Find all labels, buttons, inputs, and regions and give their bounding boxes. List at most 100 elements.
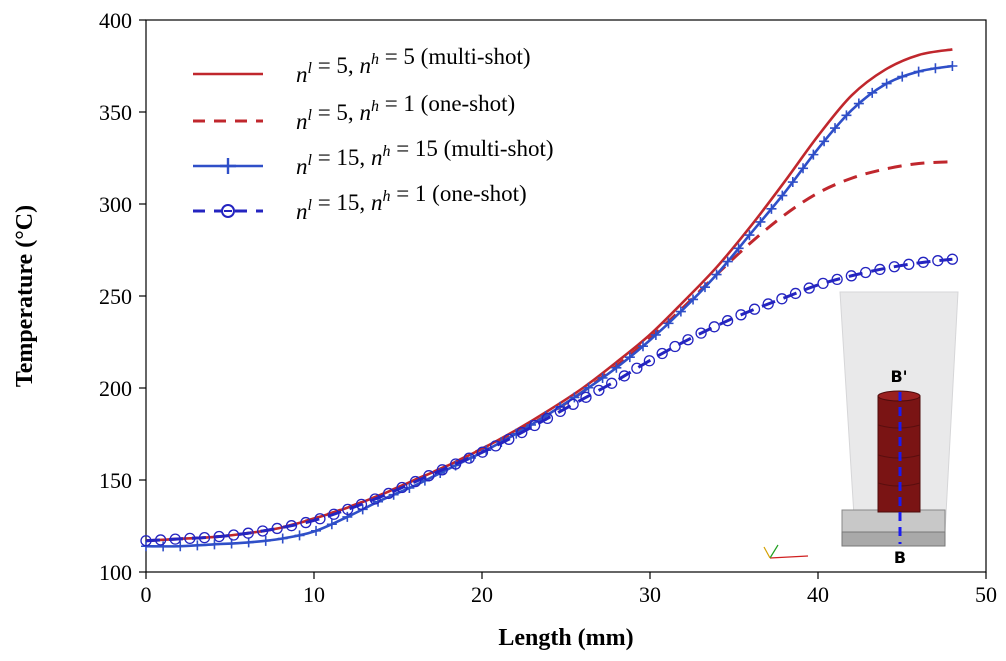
series-4-marker: [721, 315, 734, 327]
series-4-marker: [762, 298, 774, 310]
series-4-marker: [656, 347, 668, 360]
series-line-2: [145, 160, 953, 543]
inset-label-bottom: B: [894, 548, 906, 567]
series-4-marker: [606, 377, 618, 389]
series-4-marker: [803, 282, 815, 294]
series-4-marker: [874, 263, 886, 276]
series-3-marker: [841, 110, 852, 121]
series-4-marker: [476, 446, 489, 458]
inset-base-top: [841, 509, 946, 533]
y-tick-label: 100: [99, 560, 132, 585]
series-3-marker: [342, 511, 353, 522]
series-4-marker: [436, 464, 448, 476]
series-4-marker: [396, 481, 408, 494]
legend: nl = 5, nh = 5 (multi-shot)nl = 5, nh = …: [193, 44, 554, 224]
series-4-marker: [369, 493, 381, 505]
series-3-marker: [722, 256, 733, 267]
series-3-marker: [830, 123, 841, 134]
series-4-marker: [669, 340, 681, 353]
series-3-marker: [624, 352, 635, 363]
y-tick-label: 350: [99, 100, 132, 125]
series-line-4: [145, 257, 953, 543]
series-3-marker: [260, 535, 271, 546]
series-4-marker: [463, 452, 475, 464]
series-4-marker: [271, 522, 283, 535]
series-4-marker: [643, 355, 656, 367]
series-3-marker: [744, 230, 755, 241]
x-tick-label: 50: [975, 582, 997, 607]
series-3-marker: [699, 282, 710, 293]
series-4-marker: [213, 530, 225, 543]
series-4-marker: [528, 419, 541, 432]
x-tick-label: 20: [471, 582, 493, 607]
series-3-marker: [611, 362, 622, 373]
series-4-marker: [695, 327, 707, 339]
ticks: 0 10 20 30 40 50 100 150 200 250 300 350 400: [99, 8, 997, 607]
series-4-marker: [184, 532, 196, 545]
series-3-marker: [853, 98, 864, 109]
series-4-marker: [409, 475, 422, 488]
series-4-marker: [228, 529, 240, 541]
series-4-marker: [140, 535, 152, 547]
series-3-marker: [175, 541, 186, 552]
legend-label-2: nl = 5, nh = 1 (one-shot): [296, 91, 515, 134]
series-4-marker: [845, 270, 857, 282]
series-4-marker: [817, 277, 829, 290]
triad-z-axis: [769, 544, 779, 559]
series-4-marker: [169, 533, 181, 545]
x-tick-label: 40: [807, 582, 829, 607]
series-3-marker: [881, 78, 892, 89]
geometry-inset: B' B: [763, 291, 959, 567]
series-3-marker: [209, 539, 220, 550]
series-4-marker: [631, 362, 643, 374]
series-4-marker: [490, 440, 502, 452]
x-tick-label: 30: [639, 582, 661, 607]
y-tick-label: 200: [99, 376, 132, 401]
series-4-marker: [682, 334, 694, 346]
series-4-marker: [618, 370, 631, 382]
series-4-marker: [257, 525, 269, 537]
series-3-marker: [158, 541, 169, 552]
legend-label-4: nl = 15, nh = 1 (one-shot): [296, 181, 527, 224]
series-3-marker: [711, 269, 722, 280]
legend-label-3: nl = 15, nh = 15 (multi-shot): [296, 136, 554, 179]
series-3-marker: [798, 163, 809, 174]
series-4-marker: [735, 309, 747, 321]
series-4-marker: [242, 527, 254, 539]
series-line-1: [145, 48, 953, 543]
y-tick-label: 250: [99, 284, 132, 309]
series-4-marker: [516, 426, 528, 439]
y-tick-label: 400: [99, 8, 132, 33]
series-4-marker: [423, 470, 435, 482]
series-4-marker: [554, 405, 566, 418]
series-4-marker: [917, 256, 929, 268]
series-4-marker: [450, 458, 462, 470]
series-3-marker: [277, 533, 288, 544]
y-axis-label: Temperature (°C): [12, 205, 38, 387]
series-4-marker: [300, 516, 312, 529]
triad-y-axis: [763, 546, 771, 559]
series-3-marker: [597, 372, 608, 383]
series-4-marker: [314, 513, 326, 525]
x-axis-label: Length (mm): [498, 625, 633, 651]
series-4-marker: [888, 261, 900, 273]
series-4-marker: [342, 503, 354, 516]
series-4-marker: [154, 534, 167, 546]
x-tick-label: 0: [141, 582, 152, 607]
legend-label-1: nl = 5, nh = 5 (multi-shot): [296, 44, 531, 87]
series-4-marker: [859, 266, 872, 279]
series-4-marker: [382, 487, 395, 500]
inset-base-front: [841, 531, 946, 547]
series-3-marker: [755, 216, 766, 227]
series-3-marker: [311, 525, 322, 536]
series-3-marker: [766, 203, 777, 214]
series-3-marker: [326, 519, 337, 530]
series-4-marker: [567, 398, 579, 410]
triad-x-axis: [769, 555, 809, 559]
series-4-marker: [903, 258, 915, 270]
series-3-marker: [867, 87, 878, 98]
series-3-marker: [913, 66, 924, 77]
x-tick-label: 10: [303, 582, 325, 607]
series-3-marker: [733, 243, 744, 254]
